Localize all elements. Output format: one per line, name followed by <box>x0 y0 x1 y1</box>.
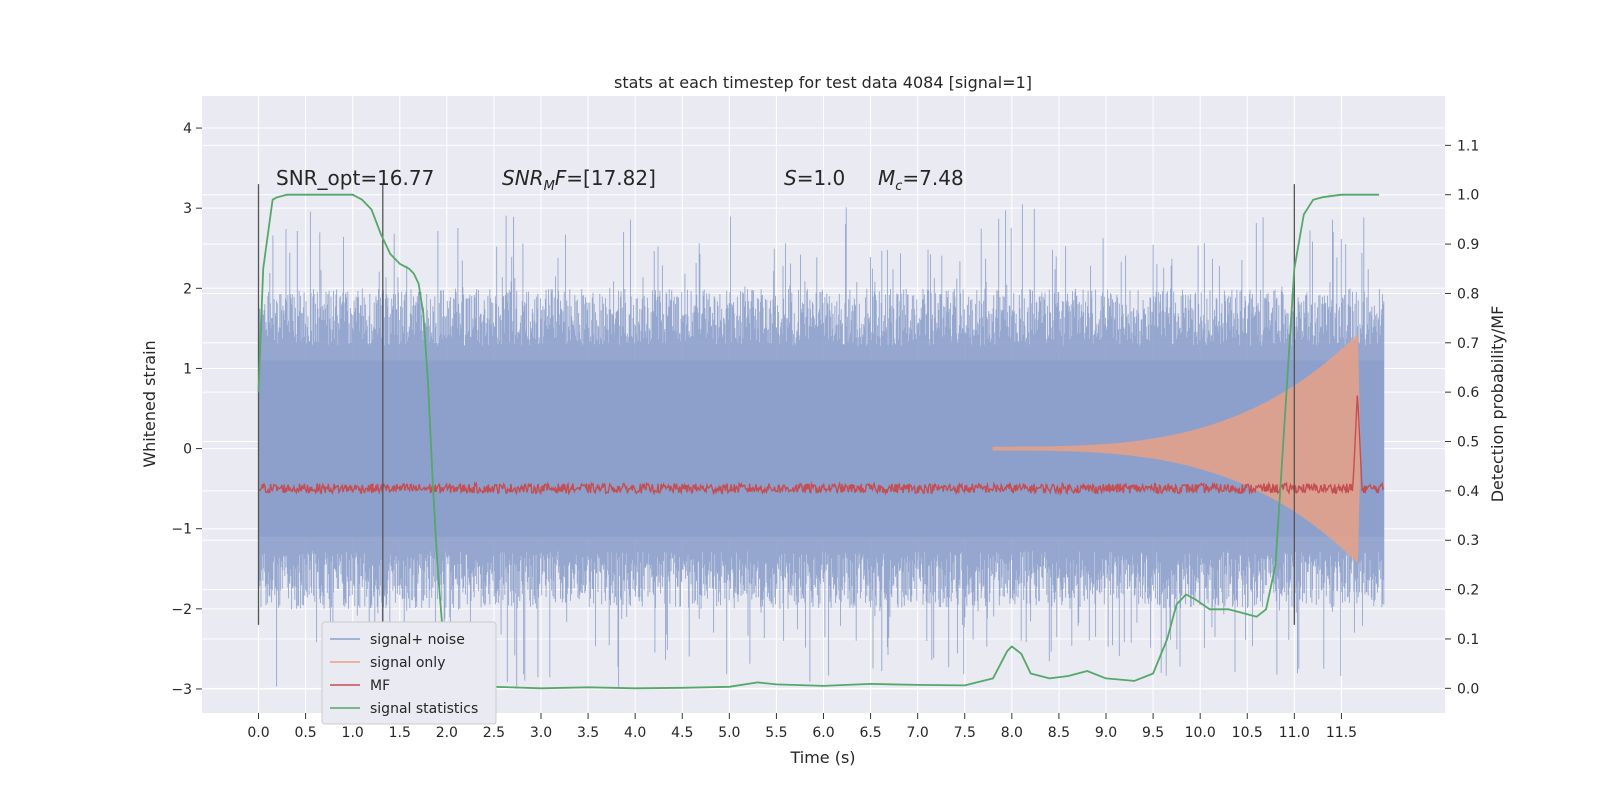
annotations: SNR_opt=16.77 SNRMF=[17.82] S=1.0 Mc=7.4… <box>276 166 964 194</box>
annotation-mc: Mc=7.48 <box>878 166 964 194</box>
annotation-s: S=1.0 <box>784 166 845 190</box>
x-tick-label: 5.0 <box>718 725 740 741</box>
y2-tick-label: 0.2 <box>1457 583 1479 599</box>
legend-label-signal-only: signal only <box>370 655 445 671</box>
x-tick-label: 9.0 <box>1095 725 1117 741</box>
y2-tick-label: 0.5 <box>1457 435 1479 451</box>
x-tick-label: 8.0 <box>1001 725 1023 741</box>
legend-label-mf: MF <box>370 678 390 694</box>
chart-title: stats at each timestep for test data 408… <box>614 73 1032 92</box>
y2-tick-label: 0.3 <box>1457 533 1479 549</box>
x-tick-label: 6.0 <box>812 725 834 741</box>
y2-tick-label: 0.8 <box>1457 286 1479 302</box>
x-tick-label: 4.0 <box>624 725 646 741</box>
x-tick-label: 0.0 <box>247 725 269 741</box>
y2-axis-ticks: 0.0 0.1 0.2 0.3 0.4 0.5 0.6 0.7 0.8 0.9 1.0 1.1 <box>1445 138 1479 697</box>
x-tick-label: 1.0 <box>342 725 364 741</box>
y2-tick-label: 0.7 <box>1457 336 1479 352</box>
legend-label-signal-statistics: signal statistics <box>370 701 478 717</box>
annotation-snr-opt: SNR_opt=16.77 <box>276 166 434 190</box>
x-tick-label: 2.0 <box>436 725 458 741</box>
y2-axis-title: Detection probability/MF <box>1488 306 1507 503</box>
y2-tick-label: 1.1 <box>1457 138 1479 154</box>
signal-statistics-series <box>257 193 1380 690</box>
y-tick-label: 0 <box>183 442 192 458</box>
x-tick-label: 3.5 <box>577 725 599 741</box>
mf-series <box>258 395 1385 496</box>
x-tick-label: 2.5 <box>483 725 505 741</box>
y-tick-label: −1 <box>171 522 192 538</box>
y-tick-label: 3 <box>183 201 192 217</box>
x-tick-label: 1.5 <box>389 725 411 741</box>
y-axis-title: Whitened strain <box>140 340 159 467</box>
x-tick-label: 11.5 <box>1326 725 1357 741</box>
y2-tick-label: 0.0 <box>1457 681 1479 697</box>
y-tick-label: 4 <box>183 121 192 137</box>
vertical-markers <box>257 184 1295 625</box>
x-tick-label: 11.0 <box>1279 725 1310 741</box>
x-tick-label: 7.0 <box>907 725 929 741</box>
x-tick-label: 9.5 <box>1142 725 1164 741</box>
y-axis-ticks: −3 −2 −1 0 1 2 3 4 <box>171 121 202 698</box>
y-tick-label: 2 <box>183 281 192 297</box>
y-tick-label: 1 <box>183 361 192 377</box>
y2-tick-label: 0.4 <box>1457 484 1479 500</box>
signal-statistics-line <box>257 193 1380 690</box>
legend-box <box>321 621 497 725</box>
y-tick-label: −3 <box>171 682 192 698</box>
x-tick-label: 8.5 <box>1048 725 1070 741</box>
y-tick-label: −2 <box>171 602 192 618</box>
x-tick-label: 0.5 <box>294 725 316 741</box>
y2-tick-label: 0.9 <box>1457 237 1479 253</box>
x-tick-label: 10.0 <box>1185 725 1216 741</box>
legend: signal+ noise signal only MF signal stat… <box>321 621 497 725</box>
x-tick-label: 7.5 <box>954 725 976 741</box>
x-tick-label: 10.5 <box>1232 725 1263 741</box>
annotation-snr-mf: SNRMF=[17.82] <box>502 166 656 194</box>
x-tick-label: 6.5 <box>859 725 881 741</box>
x-axis-ticks: 0.0 0.5 1.0 1.5 2.0 2.5 3.0 3.5 4.0 4.5 5.0 5.5 6.0 6… <box>247 713 1357 741</box>
mf-line <box>258 395 1385 496</box>
y2-tick-label: 0.1 <box>1457 632 1479 648</box>
y2-tick-label: 1.0 <box>1457 188 1479 204</box>
x-tick-label: 5.5 <box>765 725 787 741</box>
y2-tick-label: 0.6 <box>1457 385 1479 401</box>
x-tick-label: 4.5 <box>671 725 693 741</box>
x-tick-label: 3.0 <box>530 725 552 741</box>
legend-label-signal-noise: signal+ noise <box>370 632 465 648</box>
x-axis-title: Time (s) <box>789 748 855 767</box>
